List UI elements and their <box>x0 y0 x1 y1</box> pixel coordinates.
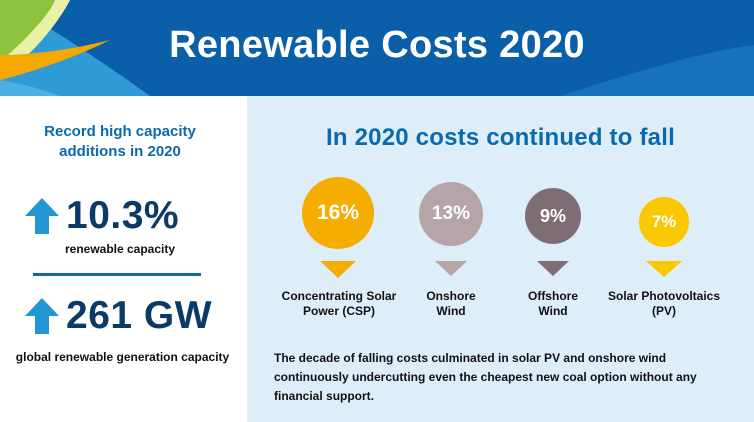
arrow-up-icon <box>25 298 59 334</box>
capacity-growth-caption: renewable capacity <box>64 242 176 256</box>
offshore-wind-pointer <box>537 261 569 276</box>
onshore-wind-label-line1: Onshore <box>426 289 476 303</box>
onshore-wind-pointer <box>435 261 467 276</box>
cost-decline-heading: In 2020 costs continued to fall <box>326 124 675 151</box>
onshore-wind-label: Onshore Wind <box>411 289 491 319</box>
csp-label-line2: Power (CSP) <box>302 304 375 318</box>
generation-capacity-stat: 261 GW <box>24 296 212 336</box>
csp-label-line1: Concentrating Solar <box>281 289 397 303</box>
cost-decline-panel: In 2020 costs continued to fall 16% Conc… <box>247 96 754 422</box>
capacity-growth-value: 10.3% <box>66 194 180 237</box>
capacity-panel: Record high capacity additions in 2020 1… <box>0 96 247 422</box>
solar-pv-label: Solar Photovoltaics (PV) <box>600 289 728 319</box>
solar-pv-pointer <box>646 261 682 277</box>
offshore-wind-label: Offshore Wind <box>513 289 593 319</box>
decorative-swoosh <box>0 0 754 96</box>
arrow-up-icon <box>25 198 59 234</box>
csp-percent-badge: 16% <box>302 177 374 249</box>
onshore-wind-percent-badge: 13% <box>419 182 483 246</box>
generation-capacity-caption: global renewable generation capacity <box>15 350 230 364</box>
onshore-wind-label-line2: Wind <box>436 304 466 318</box>
solar-pv-percent: 7% <box>651 212 677 231</box>
capacity-growth-stat: 10.3% <box>24 196 179 236</box>
offshore-wind-label-line1: Offshore <box>527 289 578 303</box>
onshore-wind-percent: 13% <box>431 203 471 224</box>
offshore-wind-percent: 9% <box>539 205 566 226</box>
capacity-heading: Record high capacity additions in 2020 <box>44 123 196 160</box>
page-title: Renewable Costs 2020 <box>169 23 585 66</box>
offshore-wind-percent-badge: 9% <box>525 188 581 244</box>
stat-divider <box>33 273 201 276</box>
generation-capacity-value: 261 GW <box>66 294 213 337</box>
csp-label: Concentrating Solar Power (CSP) <box>269 289 409 319</box>
offshore-wind-label-line2: Wind <box>538 304 568 318</box>
header-banner: Renewable Costs 2020 <box>0 0 754 96</box>
solar-pv-label-line2: (PV) <box>652 304 676 318</box>
solar-pv-percent-badge: 7% <box>639 197 689 247</box>
summary-text: The decade of falling costs culminated i… <box>274 351 697 403</box>
csp-pointer <box>320 261 356 278</box>
solar-pv-label-line1: Solar Photovoltaics <box>607 289 721 303</box>
csp-percent: 16% <box>316 201 360 224</box>
